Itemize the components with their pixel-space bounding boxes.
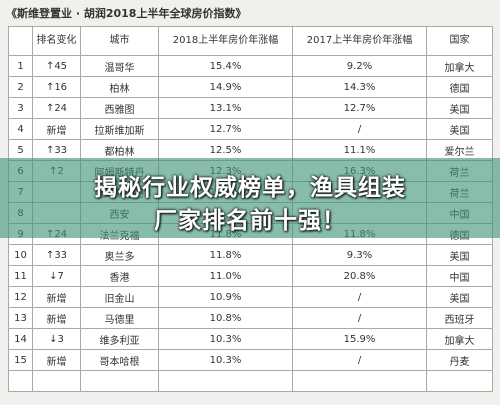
- row-index-cell: 13: [8, 307, 33, 329]
- row-index-cell: 12: [8, 286, 33, 308]
- city-cell: 奥兰多: [80, 244, 159, 266]
- table-row: 10 ↑33 奥兰多 11.8% 9.3% 美国: [8, 244, 493, 266]
- growth-2018-cell: 10.3%: [158, 328, 293, 350]
- growth-2018-cell: 10.3%: [158, 349, 293, 371]
- country-cell: 加拿大: [426, 55, 493, 77]
- table-row: 4 新增 拉斯维加斯 12.7% / 美国: [8, 118, 493, 140]
- rank-change-cell: 新增: [32, 118, 81, 140]
- banner-headline-line1: 揭秘行业权威榜单，渔具组装: [94, 175, 406, 201]
- city-cell: 旧金山: [80, 286, 159, 308]
- header-rank-change: 排名变化: [32, 26, 81, 56]
- city-cell: 哥本哈根: [80, 349, 159, 371]
- table-row: 13 新增 马德里 10.8% / 西班牙: [8, 307, 493, 329]
- country-cell: 中国: [426, 265, 493, 287]
- growth-2018-cell: 14.9%: [158, 76, 293, 98]
- header-index: [8, 26, 33, 56]
- rank-change-cell: ↑45: [32, 55, 81, 77]
- growth-2017-cell: 20.8%: [292, 265, 427, 287]
- country-cell: 美国: [426, 118, 493, 140]
- rank-change-cell: [32, 370, 81, 392]
- growth-2017-cell: /: [292, 118, 427, 140]
- banner-band: [0, 158, 500, 238]
- country-cell: 丹麦: [426, 349, 493, 371]
- city-cell: 西雅图: [80, 97, 159, 119]
- country-cell: 德国: [426, 76, 493, 98]
- rank-change-cell: 新增: [32, 286, 81, 308]
- table-row: 2 ↑16 柏林 14.9% 14.3% 德国: [8, 76, 493, 98]
- growth-2018-cell: 12.7%: [158, 118, 293, 140]
- rank-change-cell: 新增: [32, 307, 81, 329]
- growth-2018-cell: [158, 370, 293, 392]
- image-title: 《斯维登置业 · 胡润2018上半年全球房价指数》: [6, 7, 247, 20]
- growth-2017-cell: /: [292, 286, 427, 308]
- country-cell: 西班牙: [426, 307, 493, 329]
- country-cell: 美国: [426, 286, 493, 308]
- growth-2017-cell: 12.7%: [292, 97, 427, 119]
- growth-2017-cell: 15.9%: [292, 328, 427, 350]
- country-cell: 美国: [426, 97, 493, 119]
- row-index-cell: 15: [8, 349, 33, 371]
- table-row: 11 ↓7 香港 11.0% 20.8% 中国: [8, 265, 493, 287]
- city-cell: 温哥华: [80, 55, 159, 77]
- growth-2017-cell: 9.3%: [292, 244, 427, 266]
- table-header-row: 排名变化 城市 2018上半年房价年涨幅 2017上半年房价年涨幅 国家: [8, 26, 493, 56]
- growth-2017-cell: 14.3%: [292, 76, 427, 98]
- header-2017-growth: 2017上半年房价年涨幅: [292, 26, 427, 56]
- header-country: 国家: [426, 26, 493, 56]
- growth-2018-cell: 15.4%: [158, 55, 293, 77]
- rank-change-cell: ↑33: [32, 244, 81, 266]
- row-index-cell: 1: [8, 55, 33, 77]
- country-cell: 美国: [426, 244, 493, 266]
- header-2018-growth: 2018上半年房价年涨幅: [158, 26, 293, 56]
- growth-2018-cell: 13.1%: [158, 97, 293, 119]
- country-cell: 加拿大: [426, 328, 493, 350]
- row-index-cell: 4: [8, 118, 33, 140]
- city-cell: 马德里: [80, 307, 159, 329]
- row-index-cell: [8, 370, 33, 392]
- city-cell: 拉斯维加斯: [80, 118, 159, 140]
- table-row: 14 ↓3 维多利亚 10.3% 15.9% 加拿大: [8, 328, 493, 350]
- growth-2017-cell: 9.2%: [292, 55, 427, 77]
- growth-2018-cell: 10.8%: [158, 307, 293, 329]
- row-index-cell: 2: [8, 76, 33, 98]
- row-index-cell: 10: [8, 244, 33, 266]
- table-row: 5 ↑33 都柏林 12.5% 11.1% 爱尔兰: [8, 139, 493, 161]
- city-cell: 维多利亚: [80, 328, 159, 350]
- rank-change-cell: 新增: [32, 349, 81, 371]
- row-index-cell: 3: [8, 97, 33, 119]
- growth-2017-cell: /: [292, 307, 427, 329]
- row-index-cell: 11: [8, 265, 33, 287]
- rank-change-cell: ↑16: [32, 76, 81, 98]
- rank-change-cell: ↓3: [32, 328, 81, 350]
- header-city: 城市: [80, 26, 159, 56]
- growth-2017-cell: /: [292, 349, 427, 371]
- growth-2018-cell: 10.9%: [158, 286, 293, 308]
- table-row: 1 ↑45 温哥华 15.4% 9.2% 加拿大: [8, 55, 493, 77]
- row-index-cell: 14: [8, 328, 33, 350]
- table-row: 15 新增 哥本哈根 10.3% / 丹麦: [8, 349, 493, 371]
- growth-2018-cell: 11.0%: [158, 265, 293, 287]
- city-cell: [80, 370, 159, 392]
- rank-change-cell: ↓7: [32, 265, 81, 287]
- city-cell: 香港: [80, 265, 159, 287]
- growth-2018-cell: 11.8%: [158, 244, 293, 266]
- growth-2017-cell: [292, 370, 427, 392]
- table-row: 3 ↑24 西雅图 13.1% 12.7% 美国: [8, 97, 493, 119]
- table-row: [8, 370, 493, 392]
- banner-headline-line2: 厂家排名前十强！: [154, 208, 346, 234]
- country-cell: [426, 370, 493, 392]
- table-row: 12 新增 旧金山 10.9% / 美国: [8, 286, 493, 308]
- rank-change-cell: ↑24: [32, 97, 81, 119]
- city-cell: 柏林: [80, 76, 159, 98]
